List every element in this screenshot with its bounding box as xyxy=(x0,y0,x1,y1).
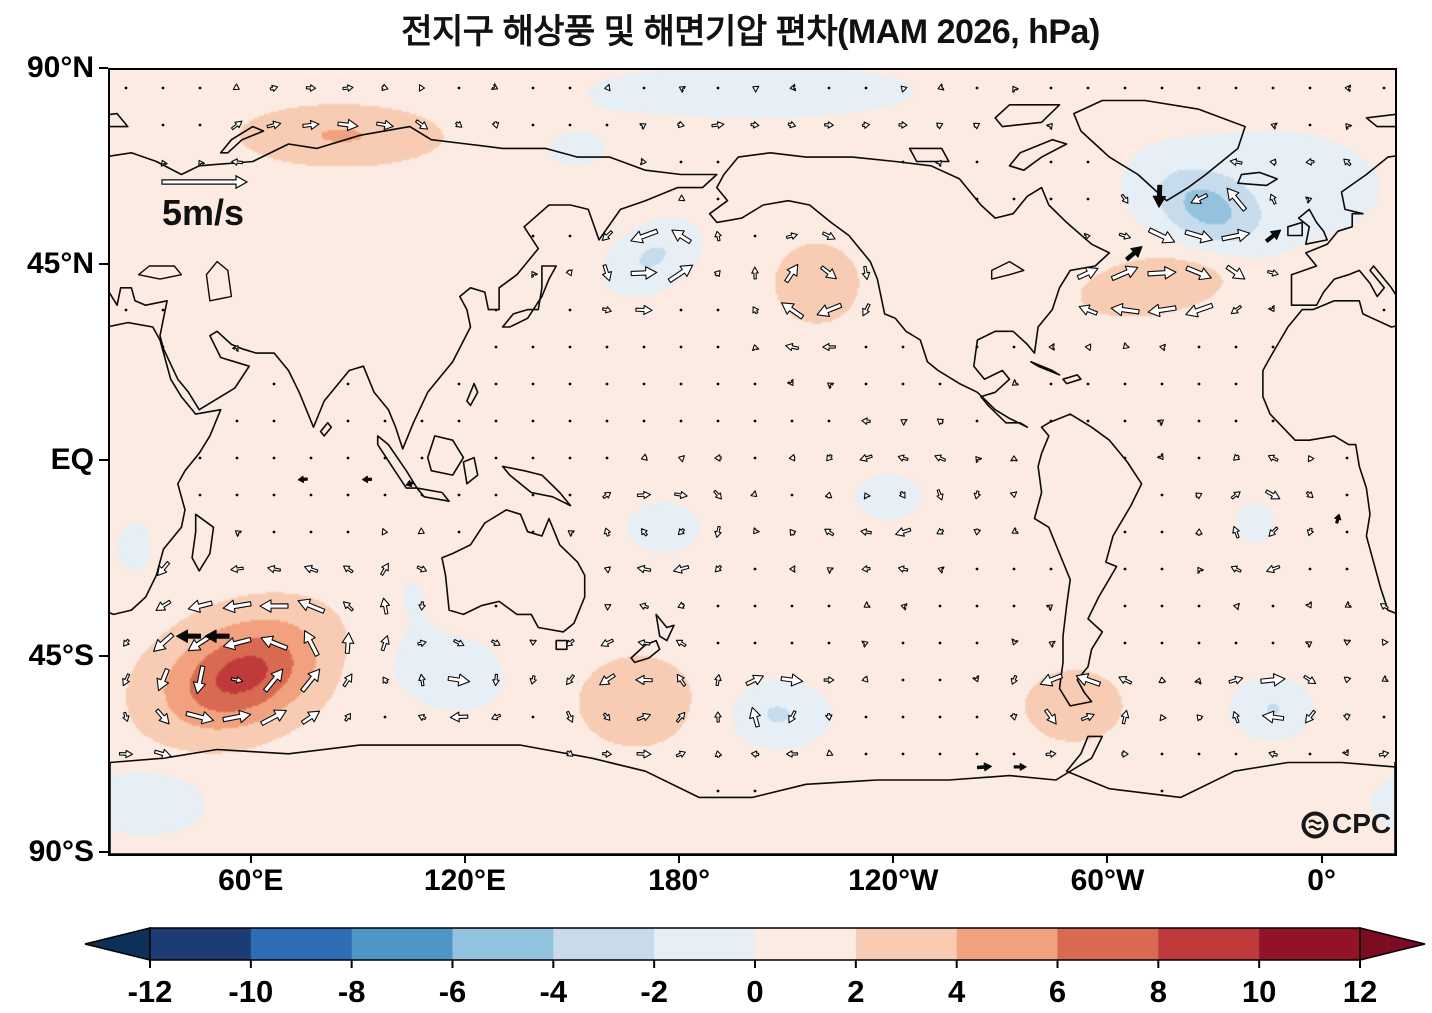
colorbar-tick-label: 4 xyxy=(948,974,966,1009)
x-tick-label: 0° xyxy=(1307,864,1336,897)
colorbar-tick-label: -6 xyxy=(439,974,467,1009)
x-tick-label: 120°E xyxy=(423,864,506,897)
x-tick-mark xyxy=(1106,854,1109,863)
reference-vector-label: 5m/s xyxy=(162,192,245,233)
ocean-waves-icon xyxy=(1301,811,1329,839)
reference-vector-arrow xyxy=(161,174,249,190)
x-tick-label: 60°E xyxy=(218,864,284,897)
y-tick-mark xyxy=(99,655,108,657)
colorbar-tick-label: -2 xyxy=(640,974,668,1009)
cpc-logo: CPC xyxy=(1300,808,1391,840)
x-tick-label: 120°W xyxy=(848,864,939,897)
x-tick-mark xyxy=(249,854,252,863)
page-title: 전지구 해상풍 및 해면기압 편차(MAM 2026, hPa) xyxy=(401,13,1100,51)
wind-vector-field xyxy=(118,83,1390,793)
significant-wind-vectors xyxy=(176,184,1342,772)
y-tick-mark xyxy=(99,851,108,853)
colorbar-tick-label: 0 xyxy=(746,974,763,1009)
pressure-anomaly-fill xyxy=(110,70,1395,854)
x-tick-mark xyxy=(678,854,681,863)
colorbar-tick-label: 8 xyxy=(1150,974,1167,1009)
coastlines xyxy=(110,99,1395,854)
y-tick-label: 90°N xyxy=(26,51,94,84)
x-tick-label: 180° xyxy=(648,864,711,897)
x-tick-label: 60°W xyxy=(1070,864,1145,897)
x-tick-mark xyxy=(463,854,466,863)
colorbar-tick-label: 12 xyxy=(1343,974,1377,1009)
world-map: 5m/s CPC xyxy=(108,68,1397,856)
colorbar-tick-label: 2 xyxy=(847,974,864,1009)
colorbar-tick-label: -12 xyxy=(128,974,173,1009)
colorbar-tick-label: 6 xyxy=(1049,974,1066,1009)
y-tick-mark xyxy=(99,67,108,69)
y-tick-label: EQ xyxy=(50,443,94,476)
y-tick-mark xyxy=(99,263,108,265)
y-tick-label: 45°S xyxy=(28,639,94,672)
cpc-logo-text: CPC xyxy=(1332,808,1392,839)
y-tick-mark xyxy=(99,459,108,461)
x-tick-mark xyxy=(892,854,895,863)
x-tick-mark xyxy=(1320,854,1323,863)
map-overlay xyxy=(110,83,1395,854)
colorbar-tick-label: -10 xyxy=(228,974,273,1009)
colorbar-tick-label: -8 xyxy=(338,974,366,1009)
colorbar-tick-label: 10 xyxy=(1242,974,1276,1009)
y-tick-label: 90°S xyxy=(28,835,94,868)
y-tick-label: 45°N xyxy=(26,247,94,280)
colorbar-tick-label: -4 xyxy=(540,974,568,1009)
colorbar: -12 -10 -8 -6 -4 -2 0 2 4 6 8 10 12 xyxy=(84,927,1426,1009)
